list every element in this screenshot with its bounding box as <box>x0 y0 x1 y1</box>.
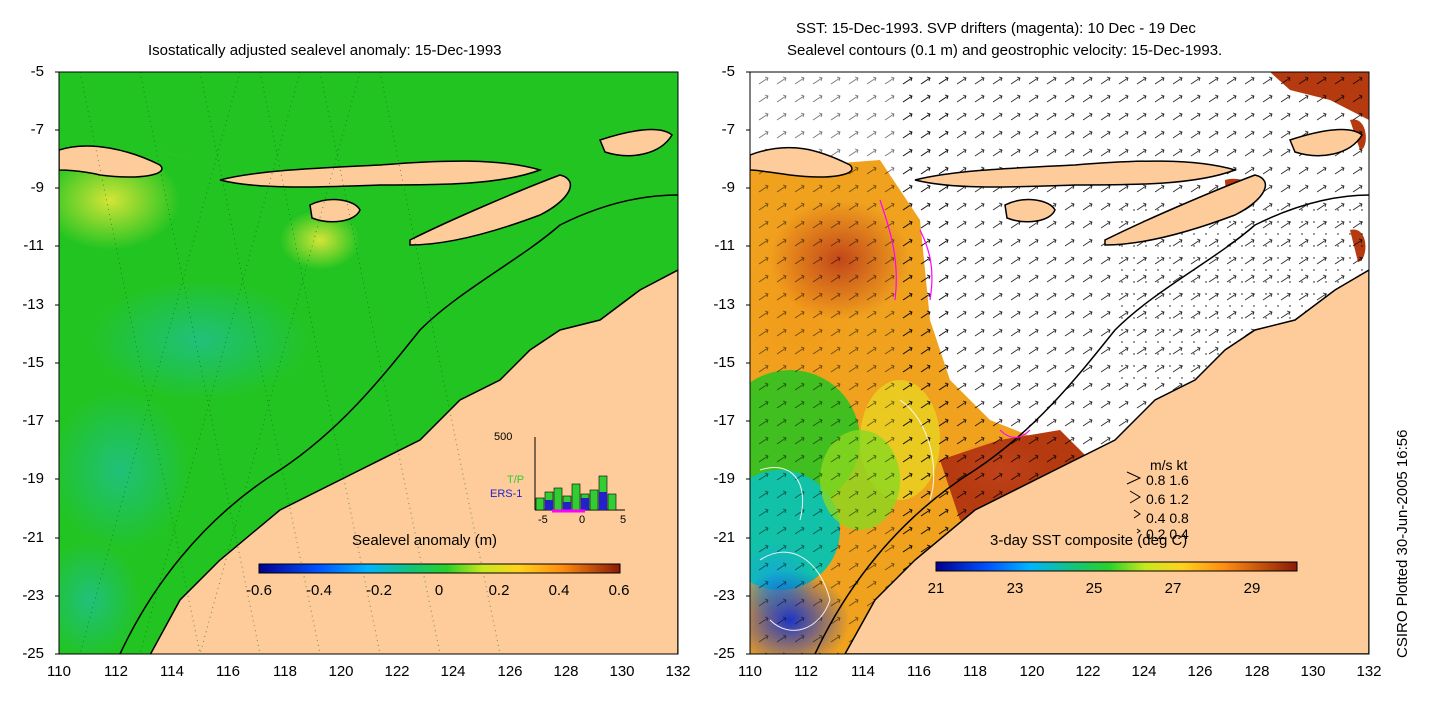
right-x-tick: 122 <box>1075 663 1101 680</box>
speed-legend-row: 0.6 1.2 <box>1146 491 1189 507</box>
inset-histogram <box>534 437 625 513</box>
speed-legend-header: m/s kt <box>1150 457 1188 473</box>
speed-legend-arrows <box>1126 471 1142 534</box>
right-y-tick: -7 <box>721 121 735 138</box>
speed-legend-row: 0.2 0.4 <box>1146 526 1189 542</box>
left-x-tick: 126 <box>497 663 523 680</box>
right-map <box>750 72 1369 654</box>
right-colorbar-tick: 27 <box>1164 580 1182 597</box>
right-y-tick: -21 <box>713 529 735 546</box>
right-panel-title-line2: Sealevel contours (0.1 m) and geostrophi… <box>787 42 1223 59</box>
left-y-tick: -15 <box>22 354 44 371</box>
right-y-tick: -11 <box>714 237 735 254</box>
left-x-tick: 130 <box>609 663 635 680</box>
right-x-tick: 126 <box>1187 663 1213 680</box>
left-x-tick: 128 <box>553 663 579 680</box>
left-x-tick: 124 <box>440 663 466 680</box>
left-y-tick: -11 <box>23 237 44 254</box>
right-colorbar-tick: 25 <box>1085 580 1103 597</box>
right-colorbar-tick: 21 <box>927 580 945 597</box>
right-x-tick: 130 <box>1300 663 1326 680</box>
left-x-tick: 114 <box>160 663 184 680</box>
left-y-tick: -21 <box>22 529 44 546</box>
left-colorbar-tick: -0.4 <box>306 582 332 599</box>
left-y-tick: -25 <box>22 645 44 662</box>
right-x-tick: 132 <box>1356 663 1382 680</box>
left-x-tick: 120 <box>328 663 354 680</box>
right-x-tick: 114 <box>851 663 875 680</box>
left-map <box>59 72 678 654</box>
left-y-tick: -17 <box>22 412 44 429</box>
right-y-tick: -5 <box>721 63 735 80</box>
right-panel-title-line1: SST: 15-Dec-1993. SVP drifters (magenta)… <box>796 20 1196 37</box>
right-y-tick: -13 <box>713 296 735 313</box>
inset-x-tick: 5 <box>620 514 627 526</box>
right-y-tick: -9 <box>721 179 735 196</box>
left-x-tick: 112 <box>104 663 128 680</box>
right-x-tick: 128 <box>1244 663 1270 680</box>
left-x-tick: 116 <box>216 663 240 680</box>
right-y-tick: -23 <box>713 587 735 604</box>
right-y-tick: -25 <box>713 645 735 662</box>
right-x-tick: 118 <box>963 663 987 680</box>
left-y-tick: -23 <box>22 587 44 604</box>
left-colorbar-tick: 0.6 <box>608 582 630 599</box>
left-x-tick: 118 <box>273 663 297 680</box>
right-y-tick: -17 <box>713 412 735 429</box>
inset-ymax-label: 500 <box>494 431 513 443</box>
right-x-tick: 116 <box>907 663 931 680</box>
inset-tp-label: T/P <box>507 474 525 486</box>
left-colorbar-tick: 0.2 <box>488 582 510 599</box>
left-colorbar-tick: 0 <box>434 582 444 599</box>
left-y-tick: -5 <box>30 63 44 80</box>
right-x-tick: 124 <box>1131 663 1157 680</box>
left-colorbar-tick: -0.2 <box>366 582 392 599</box>
inset-ers-label: ERS-1 <box>490 488 523 500</box>
left-colorbar <box>258 563 621 574</box>
left-colorbar-label: Sealevel anomaly (m) <box>352 532 498 549</box>
left-y-tick: -7 <box>30 121 44 138</box>
right-colorbar-label: 3-day SST composite (deg C) <box>990 532 1188 549</box>
left-y-tick: -19 <box>22 470 44 487</box>
left-y-tick: -9 <box>30 179 44 196</box>
right-x-tick: 112 <box>794 663 818 680</box>
left-panel-title: Isostatically adjusted sealevel anomaly:… <box>148 42 502 59</box>
right-colorbar <box>935 561 1298 572</box>
right-x-tick: 110 <box>738 663 762 680</box>
left-colorbar-tick: 0.4 <box>548 582 570 599</box>
left-x-tick: 122 <box>384 663 410 680</box>
right-colorbar-tick: 23 <box>1006 580 1024 597</box>
left-x-tick: 132 <box>665 663 691 680</box>
right-colorbar-tick: 29 <box>1243 580 1261 597</box>
plot-credit: CSIRO Plotted 30-Jun-2005 16:56 <box>1394 429 1411 658</box>
speed-legend-row: 0.8 1.6 <box>1146 472 1189 488</box>
left-colorbar-tick: -0.6 <box>246 582 272 599</box>
right-x-tick: 120 <box>1019 663 1045 680</box>
inset-x-tick: -5 <box>538 514 548 526</box>
speed-legend-row: 0.4 0.8 <box>1146 510 1189 526</box>
right-y-tick: -19 <box>713 470 735 487</box>
right-y-tick: -15 <box>713 354 735 371</box>
left-x-tick: 110 <box>47 663 71 680</box>
left-y-tick: -13 <box>22 296 44 313</box>
inset-x-tick: 0 <box>579 514 586 526</box>
